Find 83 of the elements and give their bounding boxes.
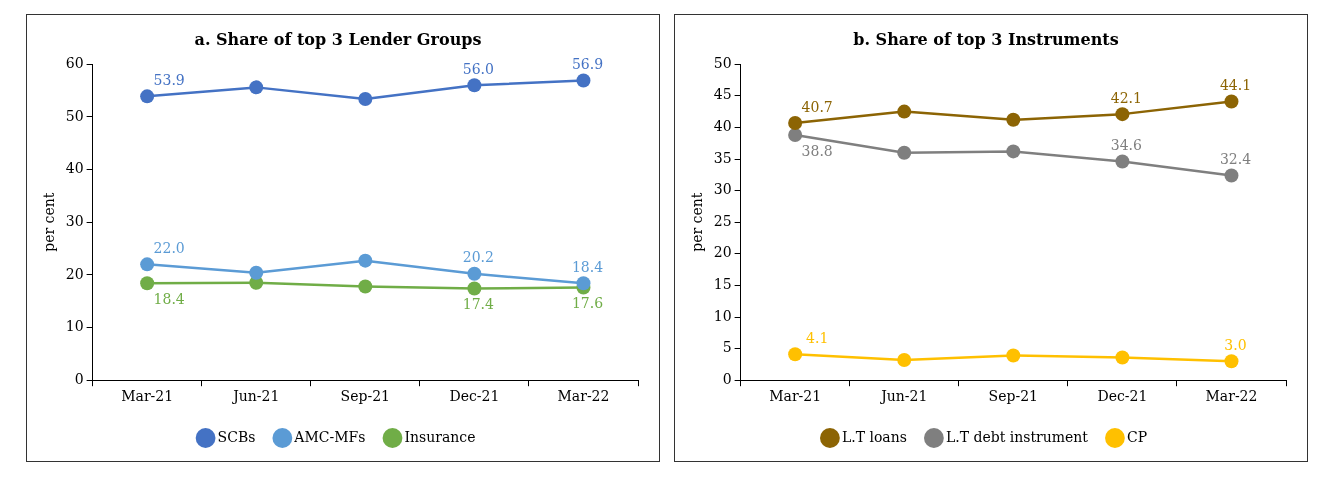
- legend-label: Insurance: [404, 428, 476, 445]
- y-axis-title: per cent: [689, 192, 706, 252]
- y-tick-label: 60: [65, 54, 84, 71]
- legend-label: SCBs: [217, 428, 256, 445]
- point: [1006, 112, 1021, 127]
- data-label: 3.0: [1224, 336, 1247, 353]
- x-tick-label: Mar-22: [1205, 388, 1258, 405]
- y-tick-label: 50: [713, 54, 732, 71]
- point: [358, 91, 373, 106]
- point: [358, 253, 373, 268]
- legend-label: L.T debt instrument: [945, 428, 1089, 445]
- point: [467, 281, 482, 296]
- point: [576, 276, 591, 291]
- y-tick-label: 40: [65, 160, 84, 177]
- point: [897, 145, 912, 160]
- data-label: 17.6: [571, 295, 604, 312]
- y-tick-label: 35: [713, 149, 732, 166]
- legend-label: L.T loans: [841, 428, 907, 445]
- y-tick-label: 0: [722, 370, 732, 387]
- point: [140, 276, 155, 291]
- x-tick-label: Dec-21: [1097, 388, 1148, 405]
- point: [249, 265, 264, 280]
- point: [1006, 144, 1021, 159]
- y-axis-title: per cent: [41, 192, 58, 252]
- data-label: 22.0: [153, 239, 185, 256]
- point: [140, 89, 155, 104]
- data-label: 38.8: [801, 142, 833, 159]
- data-label: 20.2: [462, 249, 494, 266]
- y-tick-label: 45: [713, 86, 732, 103]
- point: [1006, 348, 1021, 363]
- y-tick-label: 20: [713, 244, 732, 261]
- data-label: 42.1: [1110, 89, 1142, 106]
- y-tick-label: 10: [713, 307, 732, 324]
- y-tick-label: 15: [713, 276, 732, 293]
- x-tick-label: Mar-22: [557, 388, 610, 405]
- x-tick-label: Jun-21: [879, 388, 928, 405]
- chart-title: b. Share of top 3 Instruments: [853, 29, 1119, 49]
- point: [576, 73, 591, 88]
- point: [788, 115, 803, 130]
- data-label: 18.4: [153, 290, 185, 307]
- point: [358, 279, 373, 294]
- legend-label: AMC-MFs: [293, 428, 366, 445]
- x-tick-label: Mar-21: [121, 388, 174, 405]
- data-label: 44.1: [1219, 77, 1252, 94]
- data-label: 56.9: [571, 56, 604, 73]
- y-tick-label: 0: [74, 370, 84, 387]
- point: [1224, 168, 1239, 183]
- x-tick-label: Sep-21: [988, 388, 1038, 405]
- x-tick-label: Mar-21: [769, 388, 822, 405]
- point: [788, 127, 803, 142]
- point: [467, 78, 482, 93]
- y-tick-label: 5: [722, 339, 732, 356]
- point: [897, 104, 912, 119]
- data-label: 17.4: [462, 296, 495, 313]
- x-tick-label: Sep-21: [340, 388, 390, 405]
- x-tick-label: Dec-21: [449, 388, 500, 405]
- y-tick-label: 10: [65, 318, 84, 335]
- point: [897, 352, 912, 367]
- point: [1115, 350, 1130, 365]
- y-tick-label: 20: [65, 265, 84, 282]
- legend-label: CP: [1126, 428, 1148, 445]
- point: [788, 347, 803, 362]
- data-label: 40.7: [801, 98, 833, 115]
- chart-title: a. Share of top 3 Lender Groups: [194, 29, 482, 49]
- y-tick-label: 25: [713, 212, 732, 229]
- point: [1115, 154, 1130, 169]
- y-tick-label: 30: [65, 212, 84, 229]
- y-tick-label: 30: [713, 181, 732, 198]
- data-label: 56.0: [462, 60, 494, 77]
- point: [1224, 94, 1239, 109]
- data-label: 32.4: [1219, 151, 1252, 168]
- point: [467, 266, 482, 281]
- y-tick-label: 40: [713, 118, 732, 135]
- x-tick-label: Jun-21: [231, 388, 280, 405]
- point: [140, 257, 155, 272]
- point: [249, 80, 264, 95]
- point: [1115, 107, 1130, 122]
- data-label: 34.6: [1110, 137, 1143, 154]
- data-label: 18.4: [571, 258, 604, 275]
- data-label: 53.9: [153, 71, 185, 88]
- data-label: 4.1: [806, 329, 829, 346]
- y-tick-label: 50: [65, 107, 84, 124]
- point: [1224, 354, 1239, 369]
